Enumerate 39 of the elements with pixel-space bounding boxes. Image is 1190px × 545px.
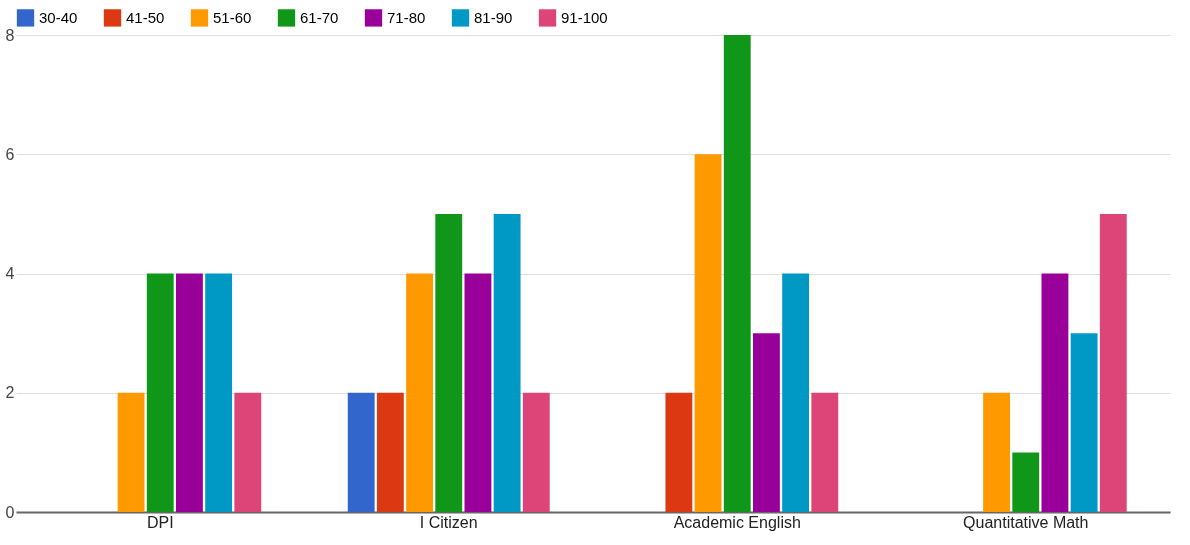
y-tick-label: 0 bbox=[5, 503, 15, 521]
bar bbox=[234, 392, 262, 512]
bar bbox=[376, 392, 404, 512]
bar bbox=[146, 273, 174, 512]
bar bbox=[723, 35, 751, 512]
bar bbox=[1041, 273, 1069, 512]
bar bbox=[347, 392, 375, 512]
bar bbox=[435, 213, 463, 512]
bar bbox=[811, 392, 839, 512]
y-tick-label: 2 bbox=[5, 384, 15, 402]
legend-label: 51-60 bbox=[213, 8, 252, 26]
bar bbox=[983, 392, 1010, 512]
y-tick-label: 6 bbox=[5, 145, 15, 163]
legend-label: 61-70 bbox=[300, 8, 339, 26]
x-tick-label: Academic English bbox=[673, 513, 801, 531]
bar bbox=[782, 273, 810, 512]
bar bbox=[1070, 333, 1098, 512]
bar bbox=[464, 273, 492, 512]
bar bbox=[694, 154, 722, 512]
bar bbox=[522, 392, 550, 512]
bar bbox=[205, 273, 233, 512]
bar bbox=[176, 273, 203, 512]
x-tick-label: DPI bbox=[146, 513, 174, 531]
legend-label: 71-80 bbox=[387, 8, 426, 26]
bar bbox=[753, 333, 780, 512]
legend-label: 91-100 bbox=[561, 8, 608, 26]
bar bbox=[665, 392, 693, 512]
bar bbox=[406, 273, 433, 512]
bar bbox=[493, 213, 521, 512]
bar bbox=[1099, 213, 1127, 512]
bar bbox=[117, 392, 145, 512]
y-tick-label: 4 bbox=[5, 265, 15, 282]
legend-label: 41-50 bbox=[126, 8, 165, 26]
y-tick-label: 8 bbox=[5, 26, 15, 44]
x-tick-label: Quantitative Math bbox=[963, 513, 1089, 531]
legend-label: 81-90 bbox=[474, 8, 513, 26]
bar bbox=[1012, 452, 1040, 512]
legend-label: 30-40 bbox=[39, 8, 78, 26]
x-tick-label: I Citizen bbox=[419, 513, 478, 531]
